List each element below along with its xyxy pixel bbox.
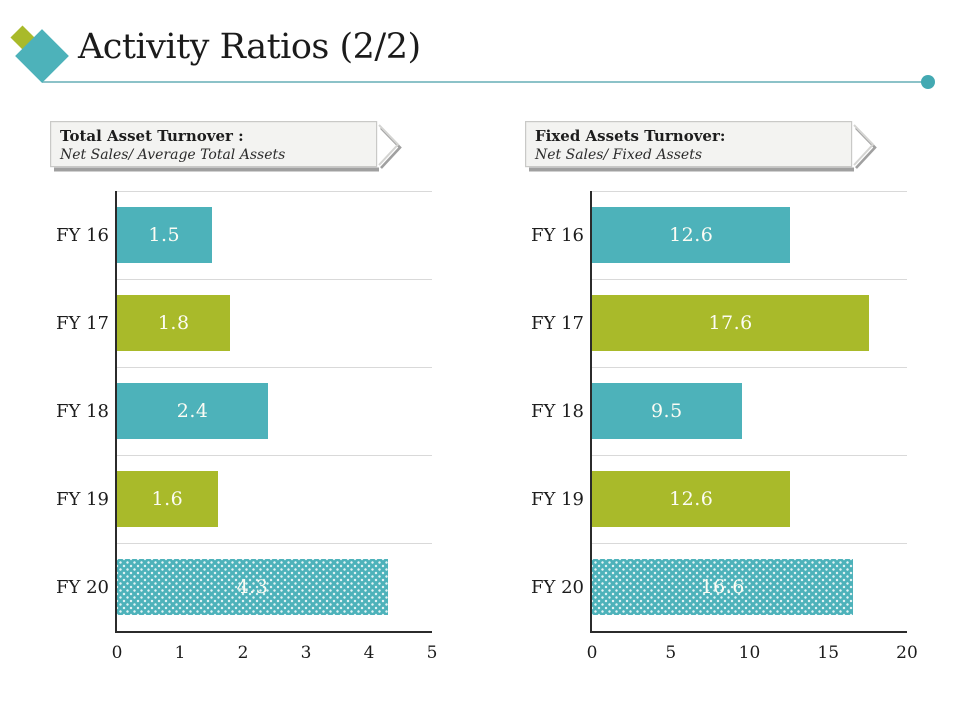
bar-value-label: 1.5 xyxy=(148,224,181,246)
chart-subtitle: Net Sales/ Fixed Assets xyxy=(535,147,703,164)
bar-value-label: 2.4 xyxy=(176,400,209,422)
page-title: Activity Ratios (2/2) xyxy=(78,27,421,67)
chart-subtitle: Net Sales/ Average Total Assets xyxy=(60,147,286,164)
category-label: FY 20 xyxy=(56,576,109,598)
bar: 1.6 xyxy=(117,471,218,527)
bar: 12.6 xyxy=(592,207,791,263)
category-label: FY 18 xyxy=(531,400,584,422)
category-label: FY 19 xyxy=(56,488,109,510)
x-axis-tick-label: 4 xyxy=(363,643,375,663)
banner-text: Total Asset Turnover : Net Sales/ Averag… xyxy=(60,126,285,165)
x-axis-tick-label: 15 xyxy=(817,643,840,663)
bar-value-label: 16.6 xyxy=(700,576,745,598)
banner-fixed-assets-turnover: Fixed Assets Turnover: Net Sales/ Fixed … xyxy=(525,121,877,175)
banner-total-asset-turnover: Total Asset Turnover : Net Sales/ Averag… xyxy=(50,121,402,175)
bar-value-label: 1.8 xyxy=(157,312,190,334)
category-label: FY 19 xyxy=(531,488,584,510)
bar-value-label: 12.6 xyxy=(669,488,714,510)
title-underline-dot xyxy=(921,75,935,89)
title-underline xyxy=(42,81,928,83)
total-asset-turnover-bar-chart: FY 16 1.5 FY 17 1.8 FY 18 2.4 FY 19 1.6 FY 20 4.3… xyxy=(56,191,437,663)
bar-value-label: 12.6 xyxy=(669,224,714,246)
x-axis-tick-label: 2 xyxy=(237,643,249,663)
category-label: FY 17 xyxy=(531,312,584,334)
gridline xyxy=(117,279,432,280)
category-label: FY 16 xyxy=(56,224,109,246)
gridline xyxy=(117,455,432,456)
gridline xyxy=(117,367,432,368)
x-axis-tick-label: 20 xyxy=(896,643,918,663)
x-axis-tick-label: 10 xyxy=(738,643,761,663)
gridline xyxy=(592,543,907,544)
category-label: FY 18 xyxy=(56,400,109,422)
x-axis-tick-label: 0 xyxy=(586,643,598,663)
fixed-assets-turnover-bar-chart: FY 16 12.6 FY 17 17.6 FY 18 9.5 FY 19 12.6 FY 20… xyxy=(531,191,918,663)
banner-arrow-shape xyxy=(50,121,402,172)
category-label: FY 16 xyxy=(531,224,584,246)
chart-title: Fixed Assets Turnover: xyxy=(535,127,726,145)
gridline xyxy=(592,455,907,456)
x-axis-tick-label: 5 xyxy=(665,643,677,663)
x-axis-tick-label: 3 xyxy=(300,643,312,663)
gridline xyxy=(592,367,907,368)
bar-value-label: 1.6 xyxy=(151,488,184,510)
category-label: FY 20 xyxy=(531,576,584,598)
banner-text: Fixed Assets Turnover: Net Sales/ Fixed … xyxy=(535,126,725,165)
bar: 4.3 xyxy=(117,559,388,615)
bar: 9.5 xyxy=(592,383,742,439)
gridline xyxy=(592,279,907,280)
bar: 1.8 xyxy=(117,295,231,351)
x-axis-tick-label: 1 xyxy=(174,643,186,663)
x-axis-tick-label: 5 xyxy=(426,643,438,663)
bar-value-label: 4.3 xyxy=(236,576,269,598)
gridline xyxy=(592,191,907,192)
bar: 17.6 xyxy=(592,295,870,351)
bar-value-label: 17.6 xyxy=(708,312,753,334)
bar: 16.6 xyxy=(592,559,854,615)
bar: 12.6 xyxy=(592,471,791,527)
bar: 1.5 xyxy=(117,207,212,263)
banner-arrow-shape xyxy=(525,121,877,172)
bar: 2.4 xyxy=(117,383,269,439)
x-axis-tick-label: 0 xyxy=(111,643,123,663)
gridline xyxy=(117,543,432,544)
category-label: FY 17 xyxy=(56,312,109,334)
chart-title: Total Asset Turnover : xyxy=(60,127,244,145)
gridline xyxy=(117,191,432,192)
bar-value-label: 9.5 xyxy=(650,400,683,422)
